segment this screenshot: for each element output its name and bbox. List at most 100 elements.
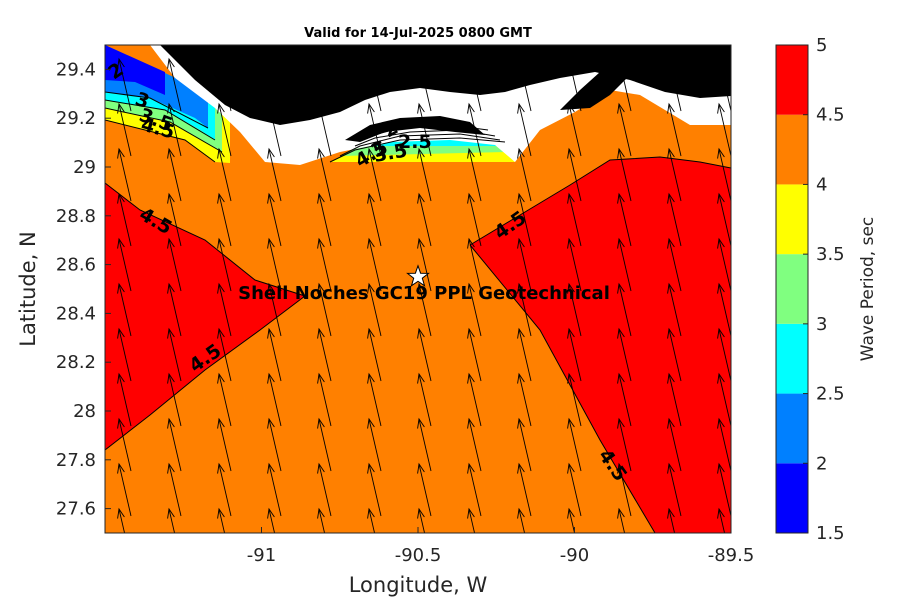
wave-arrow xyxy=(667,462,682,517)
wave-arrow xyxy=(517,507,526,533)
y-tick-label: 28.6 xyxy=(56,255,96,276)
wave-arrow xyxy=(617,57,632,112)
wave-arrow xyxy=(267,462,282,517)
wave-arrow xyxy=(517,147,532,202)
wave-arrow xyxy=(717,327,731,382)
wave-arrow xyxy=(567,282,582,337)
wave-arrow xyxy=(167,192,182,247)
wave-arrow xyxy=(317,462,332,517)
wave-arrow xyxy=(367,147,382,202)
y-tick-label: 28.8 xyxy=(56,206,96,227)
wave-arrow xyxy=(517,372,532,427)
wave-arrow xyxy=(417,57,432,112)
wave-arrow xyxy=(367,507,376,533)
wave-arrow xyxy=(317,507,326,533)
colorbar-band xyxy=(776,45,808,115)
y-tick-label: 28 xyxy=(73,401,96,422)
wave-arrow xyxy=(117,282,132,337)
wave-arrow xyxy=(217,192,232,247)
period-region-west-high xyxy=(105,183,305,450)
colorbar-tick-label: 5 xyxy=(816,35,827,56)
colorbar-frame xyxy=(775,44,809,534)
wave-arrow xyxy=(417,462,432,517)
wave-arrow xyxy=(217,102,232,157)
wave-arrow xyxy=(717,57,731,112)
wave-arrow xyxy=(267,192,282,247)
wave-arrow xyxy=(417,147,432,202)
y-tick-label: 28.4 xyxy=(56,303,96,324)
wave-arrow xyxy=(367,327,382,382)
site-star-marker xyxy=(406,264,430,287)
wave-arrow xyxy=(217,57,232,112)
colorbar-band xyxy=(776,184,808,255)
wave-arrow xyxy=(517,192,532,247)
map-title: Valid for 14-Jul-2025 0800 GMT xyxy=(304,26,532,41)
wave-arrow xyxy=(467,282,482,337)
wave-arrow xyxy=(417,237,432,292)
colorbar-tick-label: 3.5 xyxy=(816,244,845,265)
wave-arrow xyxy=(467,57,482,112)
wave-arrow xyxy=(517,417,532,472)
wave-arrow xyxy=(167,507,176,533)
wave-arrow xyxy=(567,237,582,292)
wave-arrow xyxy=(517,237,532,292)
wave-arrow xyxy=(667,372,682,427)
wave-arrow xyxy=(317,417,332,472)
wave-arrow xyxy=(117,192,132,247)
wave-arrow xyxy=(267,57,282,112)
wave-arrow xyxy=(717,237,731,292)
y-tick-label: 28.2 xyxy=(56,352,96,373)
y-tick-label: 27.8 xyxy=(56,450,96,471)
wave-arrow xyxy=(417,282,432,337)
y-tick-label: 27.6 xyxy=(56,499,96,520)
wave-arrow xyxy=(417,372,432,427)
wave-arrow xyxy=(467,237,482,292)
wave-arrow xyxy=(367,192,382,247)
period-band-1.5-2-nw xyxy=(105,45,165,95)
wave-arrow xyxy=(517,327,532,382)
wave-arrow xyxy=(217,237,232,292)
land-mass-bay-islands xyxy=(345,116,485,142)
wave-arrow xyxy=(267,372,282,427)
colorbar-band xyxy=(776,463,808,533)
wave-arrow xyxy=(167,372,182,427)
wave-arrow xyxy=(717,507,726,533)
wave-arrow xyxy=(267,282,282,337)
wave-arrow xyxy=(117,237,132,292)
wave-arrow xyxy=(617,462,632,517)
wave-arrow xyxy=(167,282,182,337)
wave-arrow xyxy=(517,462,532,517)
wave-arrow xyxy=(467,147,482,202)
wave-arrow xyxy=(417,507,426,533)
wave-arrow xyxy=(467,192,482,247)
wave-arrow xyxy=(117,57,132,112)
wave-arrow xyxy=(417,327,432,382)
wave-arrow xyxy=(567,417,582,472)
wave-arrow xyxy=(667,102,682,157)
wave-arrow xyxy=(467,462,482,517)
wave-arrow xyxy=(617,372,632,427)
wave-arrow xyxy=(517,57,532,112)
wave-arrow xyxy=(417,192,432,247)
contour-label: 2.5 xyxy=(398,131,432,153)
wave-arrow xyxy=(267,102,282,157)
site-label: Shell Noches GC19 PPL Geotechnical xyxy=(238,283,610,304)
colorbar-tick-label: 2 xyxy=(816,453,827,474)
wave-arrow xyxy=(617,192,632,247)
y-tick-label: 29 xyxy=(73,157,96,178)
wave-arrow xyxy=(317,237,332,292)
wave-arrow xyxy=(167,102,182,157)
wave-arrow xyxy=(117,462,132,517)
contour-lines xyxy=(105,91,731,533)
colorbar-band xyxy=(776,323,808,394)
wave-arrow xyxy=(717,372,731,427)
wave-arrow xyxy=(367,372,382,427)
wave-arrow xyxy=(717,282,731,337)
period-region-east-high xyxy=(470,157,731,533)
wave-arrow xyxy=(667,417,682,472)
wave-arrow xyxy=(217,507,226,533)
map-plot-area: 2 3 3.5 4.5 2 2.5 3 4.5 3.5 4.5 4.5 4.5 … xyxy=(105,45,731,533)
wave-arrow xyxy=(267,327,282,382)
wave-arrow xyxy=(317,282,332,337)
